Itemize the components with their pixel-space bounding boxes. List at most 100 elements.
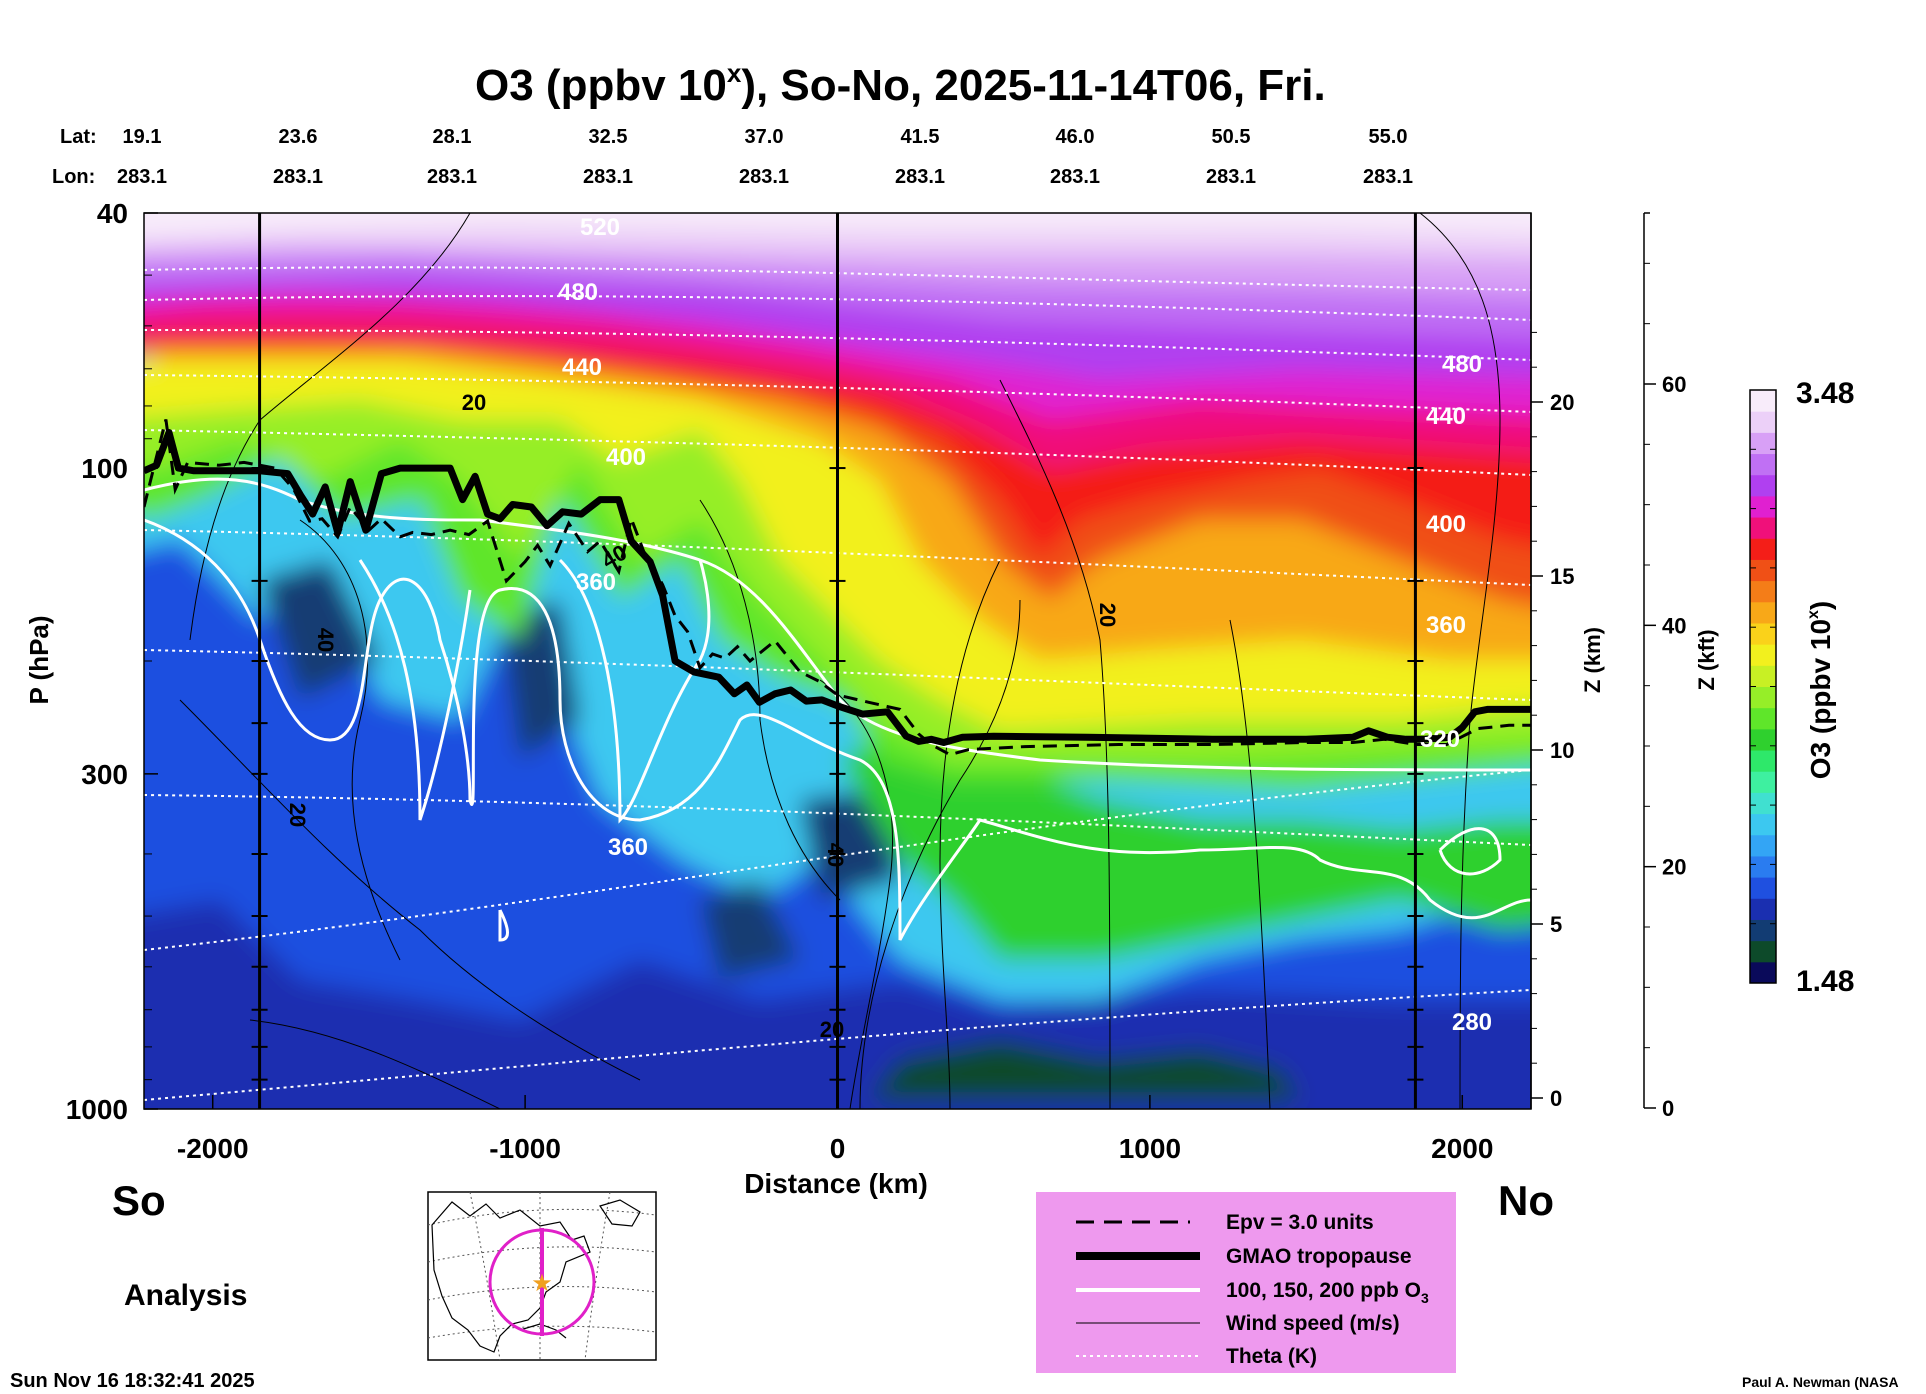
wind-contour-2 xyxy=(249,1019,501,1109)
colorbar xyxy=(1749,389,1777,984)
field-band-3 xyxy=(260,560,900,980)
lat-value: 32.5 xyxy=(589,126,628,148)
colorbar-swatch-14 xyxy=(1750,665,1776,687)
theta-label-8: 400 xyxy=(1426,511,1466,538)
wind-label-4: 20 xyxy=(1095,603,1120,627)
colorbar-swatch-7 xyxy=(1750,813,1776,836)
colorbar-swatch-12 xyxy=(1750,707,1776,730)
theta-label-6: 480 xyxy=(1442,351,1482,378)
colorbar-swatch-17 xyxy=(1750,601,1776,624)
legend-theta: Theta (K) xyxy=(1226,1345,1317,1368)
theta-label-0: 520 xyxy=(580,214,620,241)
legend: Epv = 3.0 units GMAO tropopause 100, 150… xyxy=(1036,1192,1456,1373)
colorbar-swatch-20 xyxy=(1750,538,1776,560)
theta-label-9: 360 xyxy=(1426,612,1466,639)
theta-contour-1 xyxy=(144,295,1531,321)
colorbar-swatch-4 xyxy=(1750,877,1776,899)
x-axis-label: Distance (km) xyxy=(744,1168,928,1199)
o3-contour-3 xyxy=(558,558,711,824)
z-km-tick-label: 5 xyxy=(1550,912,1562,937)
wind-speed-contours xyxy=(179,213,1501,1109)
z-kft-tick-label: 40 xyxy=(1662,613,1686,638)
credit: Paul A. Newman (NASA xyxy=(1742,1374,1899,1390)
colorbar-label: O3 (ppbv 10x) xyxy=(1805,601,1836,780)
p-tick-label: 40 xyxy=(97,198,128,229)
z-kft-tick-label: 20 xyxy=(1662,855,1686,880)
theta-contour-9 xyxy=(144,989,1531,1101)
p-tick-label: 300 xyxy=(81,759,128,790)
x-tick-label: -1000 xyxy=(489,1133,561,1164)
lon-value: 283.1 xyxy=(583,166,633,188)
colorbar-swatch-25 xyxy=(1750,432,1776,455)
z-kft-tick-label: 60 xyxy=(1662,372,1686,397)
theta-label-4: 360 xyxy=(576,569,616,596)
wind-contour-7 xyxy=(1419,213,1501,1109)
colorbar-swatch-9 xyxy=(1750,771,1776,793)
lon-value: 283.1 xyxy=(1206,166,1256,188)
epv-3pvu-line xyxy=(144,419,1531,757)
gmao-tropopause-line xyxy=(144,429,1531,746)
colorbar-min-label: 1.48 xyxy=(1796,965,1854,998)
o3-contour-5 xyxy=(498,909,509,942)
theta-label-7: 440 xyxy=(1426,403,1466,430)
ozone-ppb-contours xyxy=(144,477,1531,942)
z-km-tick-label: 15 xyxy=(1550,564,1574,589)
lat-value: 19.1 xyxy=(123,126,162,148)
colorbar-swatch-1 xyxy=(1750,940,1776,963)
theta-label-1: 480 xyxy=(558,279,598,306)
wind-label-0: 20 xyxy=(462,390,486,415)
colorbar-swatch-18 xyxy=(1750,580,1776,603)
colorbar-swatch-6 xyxy=(1750,834,1776,857)
wind-contour-4 xyxy=(939,559,1001,1109)
colorbar-swatch-16 xyxy=(1750,622,1776,645)
lon-value: 283.1 xyxy=(1050,166,1100,188)
lon-value: 283.1 xyxy=(895,166,945,188)
theta-contour-3 xyxy=(144,374,1531,413)
colorbar-swatch-0 xyxy=(1750,961,1776,984)
lat-label: Lat: xyxy=(60,126,97,148)
o3-contour-0 xyxy=(144,477,1531,772)
o3-contour-1 xyxy=(144,518,1531,941)
lat-value: 46.0 xyxy=(1056,126,1095,148)
pressure-axis: 40 100 300 1000 xyxy=(66,198,158,1125)
lat-value: 37.0 xyxy=(745,126,784,148)
y-axis-label: P (hPa) xyxy=(24,615,54,704)
contour-labels: 520 480 440 400 360 360 480 440 400 360 320 280 20 40… xyxy=(285,214,1492,1042)
x-tick-label: 1000 xyxy=(1119,1133,1181,1164)
lat-value: 50.5 xyxy=(1212,126,1251,148)
theta-contour-6 xyxy=(144,649,1531,701)
p-tick-label: 100 xyxy=(81,453,128,484)
theta-contour-7 xyxy=(144,794,1531,846)
o3-contour-2 xyxy=(358,559,472,821)
colorbar-swatch-19 xyxy=(1750,559,1776,582)
o3-contour-4 xyxy=(1438,827,1502,876)
colorbar-swatch-5 xyxy=(1750,855,1776,878)
legend-tropopause: GMAO tropopause xyxy=(1226,1245,1412,1268)
z-km-axis: 0 5 10 15 20 xyxy=(1530,213,1574,1111)
z-kft-tick-label: 0 xyxy=(1662,1096,1674,1121)
tropopause-lines xyxy=(144,419,1531,757)
colorbar-swatch-8 xyxy=(1750,792,1776,815)
lon-value: 283.1 xyxy=(1363,166,1413,188)
theta-label-3: 400 xyxy=(606,444,646,471)
theta-contour-5 xyxy=(144,529,1531,586)
wind-label-5: 40 xyxy=(823,843,848,867)
colorbar-swatch-2 xyxy=(1750,919,1776,942)
z-kft-axis-label: Z (kft) xyxy=(1694,629,1719,690)
wind-contour-8 xyxy=(299,519,401,961)
location-inset-map: ★ xyxy=(427,1191,657,1361)
x-tick-label: 0 xyxy=(830,1133,846,1164)
z-kft-axis: 0 20 40 60 xyxy=(1643,212,1686,1121)
colorbar-swatch-15 xyxy=(1750,644,1776,666)
south-label: So xyxy=(112,1177,166,1224)
lon-value: 283.1 xyxy=(273,166,323,188)
p-tick-label: 1000 xyxy=(66,1094,128,1125)
wind-contour-1 xyxy=(179,699,641,1081)
theta-contours xyxy=(144,266,1531,1101)
colorbar-swatch-13 xyxy=(1750,686,1776,709)
lon-value: 283.1 xyxy=(427,166,477,188)
wind-contour-3 xyxy=(999,379,1111,1109)
colorbar-swatch-27 xyxy=(1750,390,1776,412)
z-km-tick-label: 0 xyxy=(1550,1086,1562,1111)
theta-label-10: 320 xyxy=(1420,726,1460,753)
